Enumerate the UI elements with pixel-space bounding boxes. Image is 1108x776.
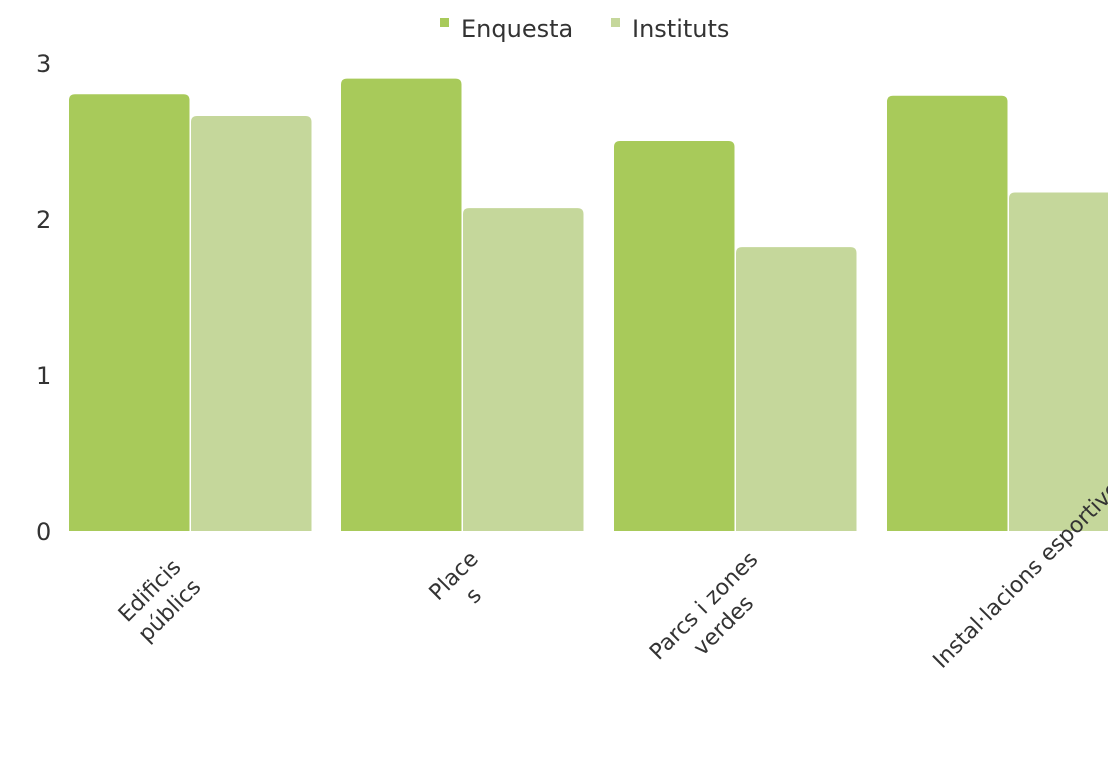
bar-enquesta-3 [887, 95, 1008, 531]
y-tick-label: 0 [36, 518, 51, 546]
y-tick-label: 1 [36, 362, 51, 390]
bars [69, 78, 1108, 532]
y-tick-label: 3 [36, 50, 51, 78]
legend-label-instituts: Instituts [632, 15, 729, 43]
bar-enquesta-0 [69, 94, 190, 531]
y-axis: 0 1 2 3 [36, 50, 51, 546]
bar-instituts-2 [736, 247, 857, 531]
bar-enquesta-1 [341, 78, 462, 531]
legend: Enquesta Instituts [440, 15, 729, 43]
category-label-line: s [461, 583, 487, 609]
bar-instituts-1 [463, 208, 584, 531]
legend-label-enquesta: Enquesta [461, 15, 573, 43]
bar-instituts-0 [191, 116, 312, 531]
legend-swatch-instituts [611, 18, 620, 27]
bar-enquesta-2 [614, 141, 735, 531]
bar-instituts-3 [1009, 192, 1108, 531]
y-tick-label: 2 [36, 206, 51, 234]
legend-swatch-enquesta [440, 18, 449, 27]
